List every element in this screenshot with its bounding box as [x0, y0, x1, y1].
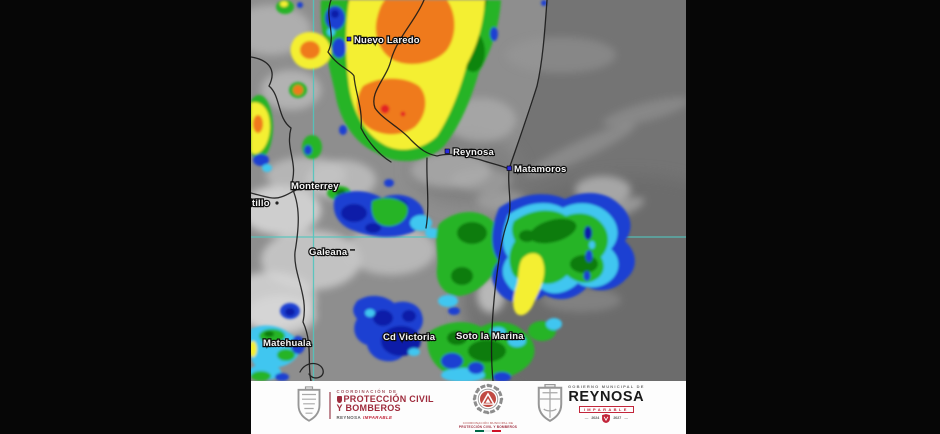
city-marker-saltillo	[275, 201, 279, 205]
city-markers	[275, 36, 512, 251]
border-through-storm	[327, 0, 392, 163]
border-matehuala-loop	[299, 362, 324, 379]
city-label-soto-la-marina: Soto la Marina	[456, 331, 524, 342]
reynosa-crest-icon	[297, 386, 321, 422]
coastline-south	[490, 168, 511, 381]
city-label-monterrey: Monterrey	[291, 181, 339, 192]
flag-strip	[475, 430, 502, 432]
city-label-galeana: Galeana	[309, 247, 348, 258]
border-west	[251, 56, 312, 381]
city-label-cd-victoria: Cd Victoria	[383, 332, 436, 343]
term-years: — 2024 2027 —	[585, 414, 628, 423]
footer-banner: COORDINACIÓN DE PROTECCIÓN CIVIL Y BOMBE…	[251, 381, 686, 434]
city-label-reynosa: Reynosa	[453, 147, 495, 158]
term-shield-icon	[602, 414, 611, 423]
small-shield-icon	[336, 396, 342, 403]
term-end: 2027	[613, 415, 622, 420]
emblem-caption-line1: COORDINACIÓN MUNICIPAL DE	[462, 421, 514, 425]
proteccion-civil-logo: COORDINACIÓN DE PROTECCIÓN CIVIL Y BOMBE…	[295, 386, 434, 424]
city-label-saltillo: Saltillo	[251, 198, 270, 209]
city-marker-matamoros	[506, 165, 512, 171]
city-label-matamoros: Matamoros	[514, 164, 566, 175]
coastline-north	[508, 0, 548, 170]
bomberos-title: Y BOMBEROS	[336, 403, 401, 414]
logo-divider	[329, 391, 331, 419]
city-labels: Nuevo Laredo Reynosa Matamoros Monterrey…	[251, 34, 567, 350]
city-label-matehuala: Matehuala	[263, 338, 312, 349]
civil-protection-circle-icon	[472, 383, 504, 415]
term-start: 2024	[591, 415, 600, 420]
city-marker-galeana	[350, 249, 355, 251]
city-marker-reynosa	[444, 148, 450, 154]
weather-map-canvas: Nuevo Laredo Reynosa Matamoros Monterrey…	[251, 0, 686, 381]
gobierno-reynosa-logo: GOBIERNO MUNICIPAL DE REYNOSA IMPARABLE …	[535, 384, 645, 424]
border-saltillo	[251, 188, 302, 199]
border-rio-grande	[373, 0, 510, 170]
city-label-nuevo-laredo: Nuevo Laredo	[354, 35, 420, 46]
emblem-caption-line2: PROTECCIÓN CIVIL Y BOMBEROS	[458, 425, 518, 429]
coordination-label: COORDINACIÓN DE	[336, 388, 398, 394]
proteccion-civil-emblem: COORDINACIÓN MUNICIPAL DE PROTECCIÓN CIV…	[454, 383, 522, 432]
municipal-crest-icon	[537, 384, 563, 423]
proteccion-civil-title: PROTECCIÓN CIVIL	[336, 394, 434, 404]
government-label: GOBIERNO MUNICIPAL DE	[568, 384, 645, 389]
border-vertical-tamaulipas	[425, 157, 429, 229]
weather-map: Nuevo Laredo Reynosa Matamoros Monterrey…	[251, 0, 686, 381]
reynosa-imparable-tagline: REYNOSA IMPARABLE	[336, 414, 393, 420]
imparable-band: IMPARABLE	[578, 406, 634, 413]
state-borders	[251, 0, 548, 381]
city-marker-nuevo-laredo	[346, 36, 352, 42]
radar-overlay	[251, 0, 635, 381]
reynosa-wordmark: REYNOSA	[568, 389, 645, 405]
